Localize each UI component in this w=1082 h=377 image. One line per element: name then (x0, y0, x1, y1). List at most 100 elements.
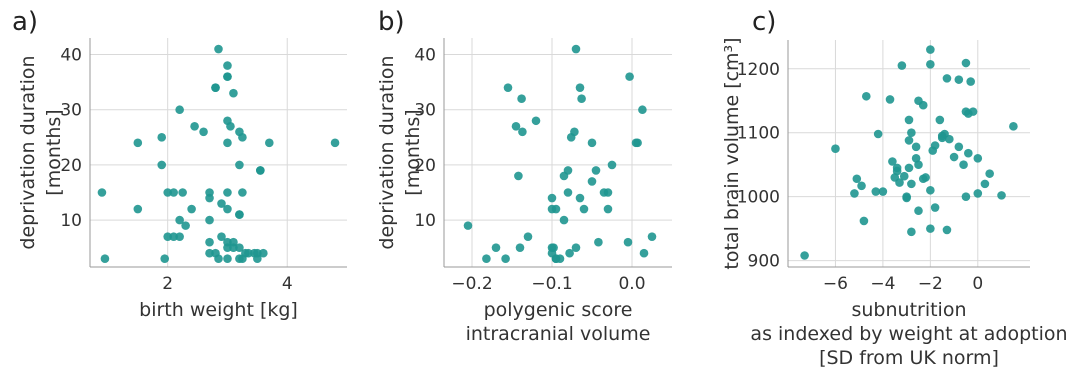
x-tick-label: −0.2 (451, 274, 492, 294)
data-point (517, 94, 526, 103)
y-tick-label: 900 (748, 252, 780, 272)
y-tick-label: 1100 (737, 124, 780, 144)
data-point (902, 193, 911, 203)
data-point (603, 188, 613, 197)
data-point (565, 248, 574, 258)
data-point (594, 237, 603, 247)
x-tick-label: 0.0 (618, 274, 645, 294)
data-point (566, 133, 576, 142)
data-point (559, 215, 569, 225)
data-point (954, 75, 964, 84)
data-point (577, 94, 586, 103)
data-point (199, 127, 208, 137)
data-point (205, 188, 214, 197)
data-point (907, 227, 916, 237)
data-point (511, 121, 521, 131)
data-point (259, 248, 268, 258)
data-point (964, 109, 973, 118)
data-point (904, 136, 914, 145)
data-point (571, 44, 581, 54)
data-point (973, 189, 983, 198)
data-point (587, 177, 597, 186)
data-point (205, 248, 214, 258)
data-point (256, 166, 265, 175)
data-point (238, 133, 247, 142)
y-tick-label: 40 (414, 46, 436, 66)
data-point (235, 243, 244, 252)
data-point (160, 254, 170, 264)
data-point (911, 142, 921, 152)
data-point (551, 254, 561, 264)
data-point (205, 237, 214, 247)
data-point (914, 160, 923, 169)
data-point (914, 206, 923, 216)
data-point (235, 210, 244, 219)
data-point (831, 144, 840, 154)
data-point (211, 83, 220, 92)
data-point (942, 74, 952, 83)
data-point (491, 243, 501, 252)
data-point (575, 193, 585, 203)
x-tick-label: 4 (282, 274, 293, 294)
data-point (175, 105, 184, 115)
data-point (229, 88, 238, 98)
data-point (235, 160, 244, 170)
data-point (169, 232, 178, 241)
x-tick-label: 0 (972, 274, 983, 294)
y-axis-label: deprivation duration (376, 55, 398, 249)
data-point (954, 142, 964, 152)
data-point (647, 232, 657, 241)
data-point (244, 248, 253, 258)
data-point (190, 121, 199, 131)
data-point (603, 204, 613, 214)
data-point (935, 115, 945, 125)
data-point (579, 204, 589, 214)
data-point (945, 134, 954, 144)
data-point (238, 254, 247, 264)
y-tick-label: 30 (414, 101, 436, 121)
data-point (501, 254, 510, 264)
data-point (885, 95, 895, 104)
data-point (169, 188, 178, 197)
data-point (547, 193, 557, 203)
data-point (907, 128, 916, 138)
data-point (238, 188, 247, 197)
data-point (980, 179, 990, 189)
x-tick-label: −0.1 (531, 274, 572, 294)
y-tick-label: 40 (60, 46, 82, 66)
y-tick-label: 1200 (737, 60, 780, 80)
data-point (904, 115, 914, 125)
data-point (226, 121, 235, 131)
data-point (463, 221, 473, 230)
data-point (514, 171, 523, 181)
x-tick-label: −2 (918, 274, 943, 294)
data-point (959, 160, 968, 169)
data-point (575, 83, 585, 92)
data-point (973, 153, 983, 163)
x-axis-label: intracranial volume (466, 323, 651, 345)
data-point (163, 232, 172, 241)
data-point (899, 171, 909, 181)
y-tick-label: 1000 (737, 188, 780, 208)
data-point (482, 254, 491, 264)
data-point (547, 204, 557, 214)
data-point (852, 174, 862, 184)
panel-1: 2 4 10 20 30 40 birth weight [kg] deprivation d… (12, 7, 347, 321)
data-point (503, 83, 513, 92)
data-point (523, 232, 533, 241)
panel-2: −0.2 −0.1 0.0 10 20 30 40 polygenic scoreintrac… (376, 7, 672, 345)
data-point (930, 203, 940, 212)
y-axis-label: [months] (402, 109, 424, 195)
x-axis-label: [SD from UK norm] (819, 347, 999, 369)
data-point (897, 61, 907, 70)
data-point (878, 187, 888, 196)
data-point (961, 58, 971, 68)
y-tick-label: 10 (414, 211, 436, 231)
panel-letter: c) (752, 7, 776, 37)
x-axis-label: birth weight [kg] (139, 299, 298, 321)
data-point (964, 148, 973, 158)
data-point (97, 188, 107, 197)
data-point (857, 181, 866, 191)
data-point (966, 77, 975, 86)
